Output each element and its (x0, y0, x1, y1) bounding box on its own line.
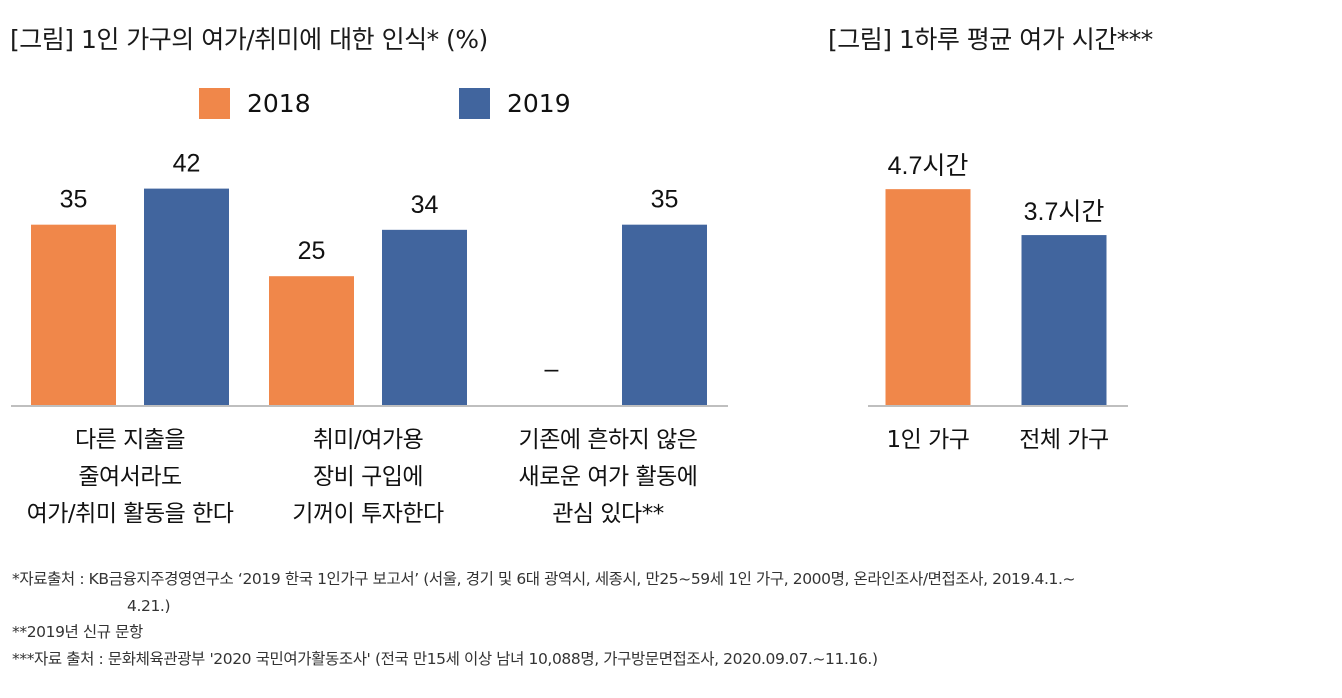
category-label-household-2: 전체 가구 (1019, 427, 1109, 453)
category-label-line: 새로운 여가 활동에 (518, 464, 698, 490)
bar-leisure-time-2 (1021, 235, 1107, 405)
category-label-line: 취미/여가용 (312, 427, 424, 453)
data-label-leisure-time-1: 4.7시간 (888, 152, 969, 180)
legend-swatch-2019 (459, 88, 490, 119)
category-label-line: 줄여서라도 (78, 464, 182, 490)
data-label-2018-cat1: 35 (60, 186, 88, 214)
legend-label-2019: 2019 (507, 89, 571, 118)
legend-item-2018: 2018 (199, 88, 311, 119)
bar-leisure-time-1 (885, 189, 971, 405)
data-label-2019-cat2: 34 (411, 191, 439, 219)
footnote-source-mcst: ***자료 출처 : 문화체육관광부 '2020 국민여가활동조사' (전국 만… (12, 649, 878, 668)
category-label-household-1: 1인 가구 (886, 427, 970, 453)
data-label-2019-cat3: 35 (651, 186, 679, 214)
bar-2018-cat2 (269, 276, 354, 405)
footnotes: *자료출처 : KB금융지주경영연구소 ‘2019 한국 1인가구 보고서’ (… (12, 566, 1075, 672)
data-label-2018-cat2: 25 (298, 237, 326, 265)
footnote-new-item: **2019년 신규 문항 (12, 623, 143, 641)
category-label-line: 기존에 흔하지 않은 (518, 427, 698, 453)
data-label-2019-cat1: 42 (173, 150, 201, 178)
bar-2019-cat1 (144, 188, 229, 405)
data-label-leisure-time-2: 3.7시간 (1024, 198, 1105, 226)
leisure-perception-chart: 35 25 – 42 34 35 (11, 150, 728, 407)
bar-2018-cat1 (31, 224, 116, 405)
bar-2019-cat2 (382, 229, 467, 405)
legend-item-2019: 2019 (459, 88, 571, 119)
bar-2019-cat3 (622, 224, 707, 405)
category-label-line: 장비 구입에 (312, 464, 424, 490)
data-label-2018-cat3-na: – (545, 355, 559, 383)
category-label-line: 다른 지출을 (74, 427, 186, 453)
chart-title-daily-leisure-time: [그림] 1하루 평균 여가 시간*** (828, 25, 1153, 54)
chart-title-leisure-perception: [그림] 1인 가구의 여가/취미에 대한 인식* (%) (10, 25, 488, 54)
footnote-source-kb: *자료출처 : KB금융지주경영연구소 ‘2019 한국 1인가구 보고서’ (… (12, 570, 1076, 588)
category-label-line: 기꺼이 투자한다 (292, 501, 444, 527)
category-label-line: 여가/취미 활동을 한다 (26, 501, 234, 527)
daily-leisure-time-chart: 4.7시간 3.7시간 (868, 152, 1128, 407)
legend-swatch-2018 (199, 88, 230, 119)
footnote-source-kb-continued: 4.21.) (127, 596, 171, 615)
legend-label-2018: 2018 (247, 89, 311, 118)
category-label-line: 관심 있다** (552, 501, 664, 527)
